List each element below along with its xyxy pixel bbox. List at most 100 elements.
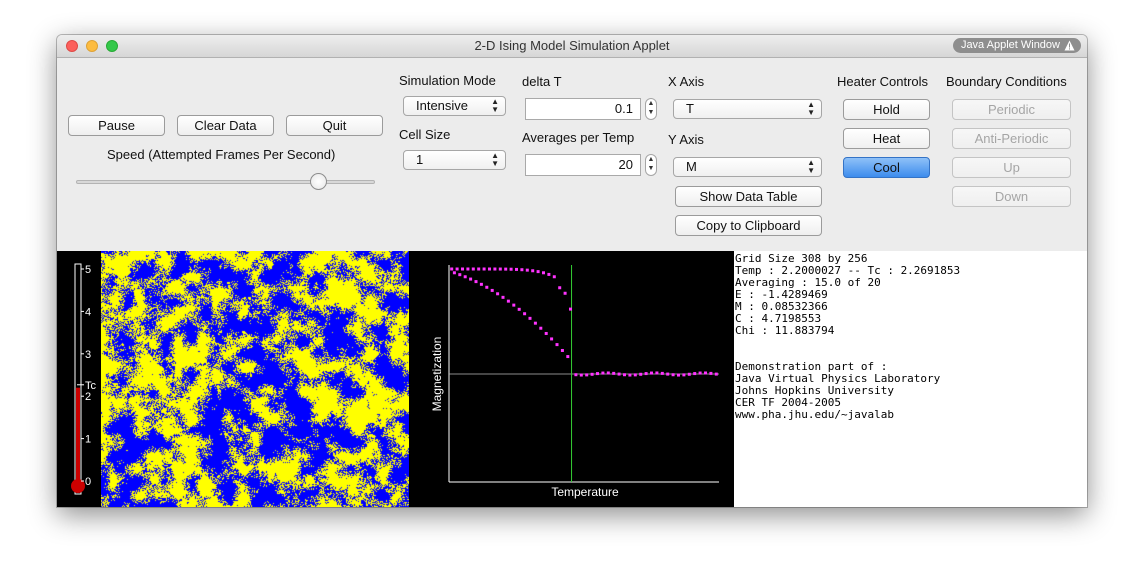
plot-point — [628, 373, 632, 377]
plot-point — [490, 288, 494, 292]
plot-point — [693, 372, 697, 376]
plot-point — [550, 337, 554, 341]
thermometer-tick-label: 1 — [85, 434, 91, 446]
x-axis-select[interactable]: T ▲ ▼ — [673, 99, 822, 119]
plot-point — [485, 285, 489, 289]
simulation-mode-select[interactable]: Intensive ▲ ▼ — [403, 96, 506, 116]
speed-slider-track[interactable] — [76, 180, 375, 184]
cell-size-select[interactable]: 1 ▲ ▼ — [403, 150, 506, 170]
plot-point — [558, 286, 562, 290]
thermometer-tick-label: 4 — [85, 306, 91, 318]
window-title: 2-D Ising Model Simulation Applet — [474, 38, 670, 53]
plot-point — [660, 371, 664, 375]
plot-point — [639, 372, 643, 376]
delta-t-field[interactable]: 0.1 — [525, 98, 641, 120]
plot-point — [563, 291, 567, 295]
info-line: Chi : 11.883794 — [735, 324, 835, 337]
plot-point — [498, 267, 502, 271]
plot-point — [461, 267, 464, 271]
heater-controls-label: Heater Controls — [837, 74, 929, 89]
plot-point — [466, 267, 470, 271]
plot-point — [477, 267, 481, 271]
visualization-area: 5 4 3 2 1 0 Tc Temperature Magnetization Grid … — [57, 251, 1087, 507]
averages-per-temp-stepper[interactable]: ▲ ▼ — [645, 154, 657, 176]
plot-point — [504, 267, 508, 271]
plot-point — [450, 267, 454, 271]
plot-point — [590, 372, 594, 376]
plot-point — [520, 268, 524, 272]
zoom-window-button[interactable] — [106, 40, 118, 52]
plot-point — [612, 371, 616, 375]
plot-point — [493, 267, 497, 271]
info-line: Temp : 2.2000027 -- Tc : 2.2691853 — [735, 264, 961, 277]
pause-button[interactable]: Pause — [68, 115, 165, 136]
heat-button[interactable]: Heat — [843, 128, 930, 149]
delta-t-label: delta T — [522, 74, 562, 89]
thermometer-tube — [74, 263, 82, 495]
plot-point — [617, 372, 621, 376]
plot-point — [533, 321, 537, 325]
plot-point — [585, 373, 589, 377]
plot-point — [677, 373, 680, 377]
applet-badge-label: Java Applet Window — [960, 39, 1060, 51]
info-line — [735, 337, 1087, 349]
plot-point — [469, 277, 473, 281]
cell-size-value: 1 — [416, 152, 424, 167]
y-axis-select[interactable]: M ▲ ▼ — [673, 157, 822, 177]
thermometer-tick-label: 5 — [85, 264, 91, 276]
java-applet-badge[interactable]: Java Applet Window — [952, 38, 1081, 53]
anti-periodic-button[interactable]: Anti-Periodic — [952, 128, 1071, 149]
speed-slider-thumb[interactable] — [310, 173, 328, 190]
thermometer: 5 4 3 2 1 0 Tc — [57, 251, 101, 507]
warning-icon — [1064, 40, 1075, 51]
clear-data-button[interactable]: Clear Data — [177, 115, 274, 136]
tc-marker-label: Tc — [85, 380, 97, 392]
plot-point — [655, 371, 659, 375]
plot-point — [523, 312, 527, 316]
plot-point — [547, 272, 551, 276]
info-line: Demonstration part of : — [735, 360, 888, 373]
show-data-table-button[interactable]: Show Data Table — [675, 186, 822, 207]
info-line: C : 4.7198553 — [735, 312, 822, 325]
periodic-button[interactable]: Periodic — [952, 99, 1071, 120]
plot-point — [560, 348, 564, 352]
info-line: Grid Size 308 by 256 — [735, 252, 868, 265]
plot-point — [579, 373, 583, 377]
updown-arrows-icon: ▲ ▼ — [491, 151, 499, 168]
cool-button[interactable]: Cool — [843, 157, 930, 178]
up-button[interactable]: Up — [952, 157, 1071, 178]
x-axis-value: T — [686, 101, 694, 116]
simulation-mode-label: Simulation Mode — [399, 73, 496, 88]
cell-size-label: Cell Size — [399, 127, 451, 142]
plot-point — [650, 371, 653, 375]
plot-point — [596, 372, 599, 376]
plot-point — [566, 355, 570, 359]
plot-point — [509, 267, 513, 271]
plot-point — [606, 371, 610, 375]
plot-point — [531, 269, 535, 273]
plot-point — [528, 316, 532, 320]
plot-point — [512, 303, 516, 307]
plot-point — [536, 270, 540, 274]
spin-lattice[interactable] — [101, 251, 409, 507]
plot-point — [463, 275, 467, 279]
thermometer-tick-label: 2 — [85, 391, 91, 403]
thermometer-bulb — [71, 479, 85, 493]
plot-point — [515, 267, 518, 271]
hold-button[interactable]: Hold — [843, 99, 930, 120]
averages-per-temp-field[interactable]: 20 — [525, 154, 641, 176]
plot-point — [574, 373, 578, 377]
plot-point — [458, 273, 462, 277]
delta-t-stepper[interactable]: ▲ ▼ — [645, 98, 657, 120]
down-button[interactable]: Down — [952, 186, 1071, 207]
copy-to-clipboard-button[interactable]: Copy to Clipboard — [675, 215, 822, 236]
averages-per-temp-label: Averages per Temp — [522, 130, 635, 145]
plot-point — [471, 267, 475, 271]
plot-point — [569, 307, 572, 311]
updown-arrows-icon: ▲ ▼ — [807, 100, 815, 117]
close-window-button[interactable] — [66, 40, 78, 52]
plot-point — [633, 373, 637, 377]
minimize-window-button[interactable] — [86, 40, 98, 52]
quit-button[interactable]: Quit — [286, 115, 383, 136]
plot-point — [623, 373, 626, 377]
